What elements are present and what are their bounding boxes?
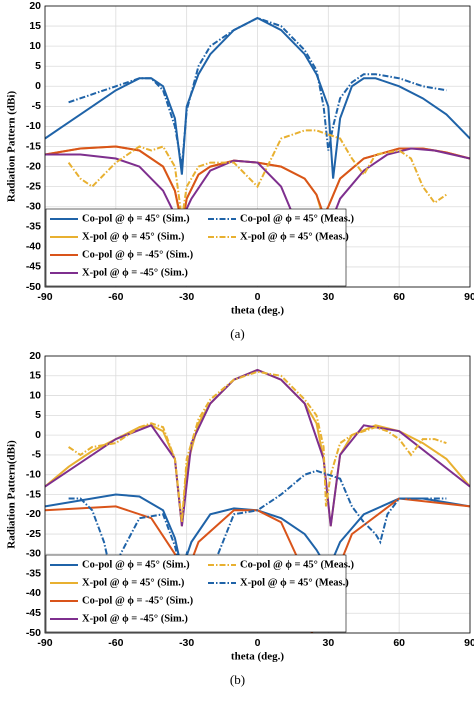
y-tick-label: 5 <box>35 60 41 72</box>
y-axis-label: Radiation Pattern (dBi) <box>6 91 18 203</box>
y-tick-label: 0 <box>35 80 41 92</box>
x-tick-label: 30 <box>322 291 334 303</box>
x-tick-label: 30 <box>322 637 334 649</box>
panel-label: (b) <box>230 672 245 687</box>
x-tick-label: 0 <box>255 637 261 649</box>
y-tick-label: -50 <box>26 627 41 639</box>
series-group <box>45 16 470 283</box>
y-tick-label: -25 <box>26 528 41 540</box>
y-tick-label: -15 <box>26 140 41 152</box>
y-tick-label: 5 <box>35 409 41 421</box>
series-line <box>45 368 470 527</box>
y-tick-label: 20 <box>29 0 41 12</box>
legend-label: Co-pol @ ϕ = 45° (Meas.) <box>240 213 354 224</box>
y-tick-label: 20 <box>29 350 41 362</box>
x-tick-label: -60 <box>108 291 123 303</box>
legend-box <box>45 208 347 287</box>
x-tick-label: -30 <box>179 637 194 649</box>
legend-label: Co-pol @ ϕ = 45° (Meas.) <box>240 559 354 570</box>
x-tick-label: -30 <box>179 291 194 303</box>
x-axis-label: theta (deg.) <box>231 651 284 663</box>
y-tick-label: 10 <box>29 389 41 401</box>
x-tick-label: -60 <box>108 637 123 649</box>
panel-label: (a) <box>230 326 244 341</box>
y-tick-label: -30 <box>26 548 41 560</box>
legend-label: Co-pol @ ϕ = -45° (Sim.) <box>82 249 194 260</box>
legend-label: X-pol @ ϕ = 45° (Sim.) <box>82 577 185 588</box>
series-line <box>45 16 470 179</box>
series-line <box>67 129 447 219</box>
legend-label: X-pol @ ϕ = 45° (Meas.) <box>240 577 349 588</box>
y-tick-label: -25 <box>26 180 41 192</box>
y-tick-label: 0 <box>35 429 41 441</box>
y-tick-label: -5 <box>32 449 41 461</box>
y-tick-label: -35 <box>26 221 41 233</box>
legend-label: X-pol @ ϕ = 45° (Sim.) <box>82 231 185 242</box>
x-tick-label: 90 <box>464 291 474 303</box>
legend-label: Co-pol @ ϕ = -45° (Sim.) <box>82 595 194 606</box>
y-tick-label: 15 <box>29 20 41 32</box>
y-tick-label: -50 <box>26 281 41 293</box>
x-tick-label: 60 <box>393 637 405 649</box>
series-line <box>45 147 470 283</box>
x-tick-label: 60 <box>393 291 405 303</box>
y-tick-label: -30 <box>26 200 41 212</box>
x-tick-label: -90 <box>37 637 52 649</box>
x-tick-label: -90 <box>37 291 52 303</box>
y-tick-label: -20 <box>26 508 41 520</box>
y-tick-label: 15 <box>29 370 41 382</box>
y-tick-label: -40 <box>26 241 41 253</box>
series-line <box>68 16 447 167</box>
y-tick-label: -45 <box>26 607 41 619</box>
legend-label: X-pol @ ϕ = -45° (Sim.) <box>82 613 188 624</box>
x-tick-label: 90 <box>464 637 474 649</box>
y-tick-label: -45 <box>26 261 41 273</box>
x-axis-label: theta (deg.) <box>231 305 284 317</box>
y-axis-label: Radiation Pattern(dBi) <box>6 440 18 549</box>
plot-frame <box>44 355 471 634</box>
y-tick-label: 10 <box>29 40 41 52</box>
y-tick-label: -10 <box>26 468 41 480</box>
y-tick-label: -35 <box>26 567 41 579</box>
plot-frame <box>44 5 471 288</box>
legend-label: X-pol @ ϕ = -45° (Sim.) <box>82 267 188 278</box>
legend-label: Co-pol @ ϕ = 45° (Sim.) <box>82 213 190 224</box>
y-tick-label: -15 <box>26 488 41 500</box>
legend-label: Co-pol @ ϕ = 45° (Sim.) <box>82 559 190 570</box>
y-tick-label: -40 <box>26 587 41 599</box>
y-tick-label: -20 <box>26 160 41 172</box>
y-tick-label: -5 <box>32 100 41 112</box>
x-tick-label: 0 <box>255 291 261 303</box>
legend-label: X-pol @ ϕ = 45° (Meas.) <box>240 231 349 242</box>
legend-box <box>45 554 347 633</box>
series-line <box>68 370 447 523</box>
y-tick-label: -10 <box>26 120 41 132</box>
